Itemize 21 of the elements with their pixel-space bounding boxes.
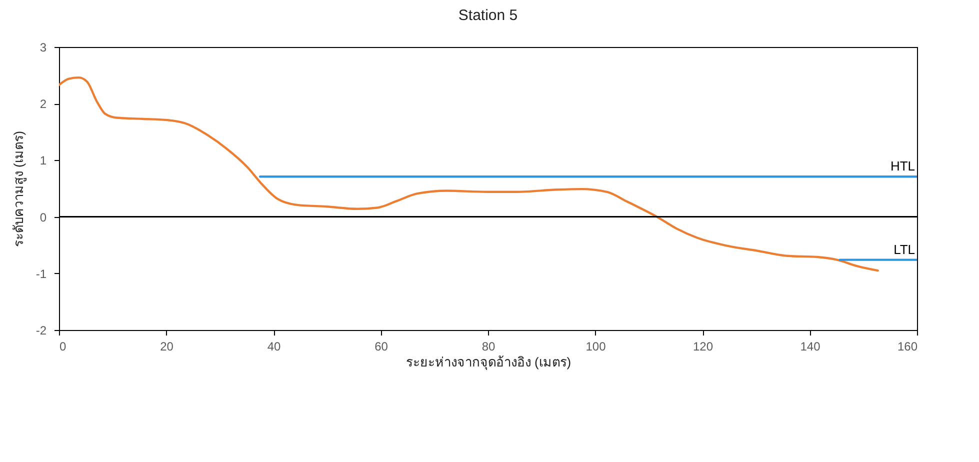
x-tick-label: 140 (800, 340, 821, 354)
y-tick-label: -2 (36, 324, 47, 338)
x-tick-label: 80 (482, 340, 496, 354)
series-label: LTL (894, 242, 915, 257)
y-tick-label: -1 (36, 266, 47, 281)
x-tick-label: 40 (267, 340, 281, 354)
x-tick-label: 160 (897, 340, 918, 354)
x-tick-label: 60 (374, 340, 388, 354)
y-tick-label: 2 (40, 97, 47, 112)
x-tick-label: 0 (60, 340, 66, 354)
line-series (59, 76, 879, 272)
x-tick-label: 20 (160, 340, 174, 354)
y-tick-label: 0 (40, 210, 47, 224)
x-axis-title: ระยะห่างจากจุดอ้างอิง (เมตร) (406, 354, 572, 370)
x-tick-label: 100 (586, 340, 606, 354)
y-tick-label: 3 (40, 40, 47, 54)
y-axis-title: ระดับความสูง (เมตร) (10, 130, 27, 248)
y-tick-label: 1 (40, 154, 47, 168)
chart-title: Station 5 (458, 7, 518, 24)
x-tick-label: 120 (692, 340, 714, 354)
series-label: HTL (890, 158, 915, 174)
